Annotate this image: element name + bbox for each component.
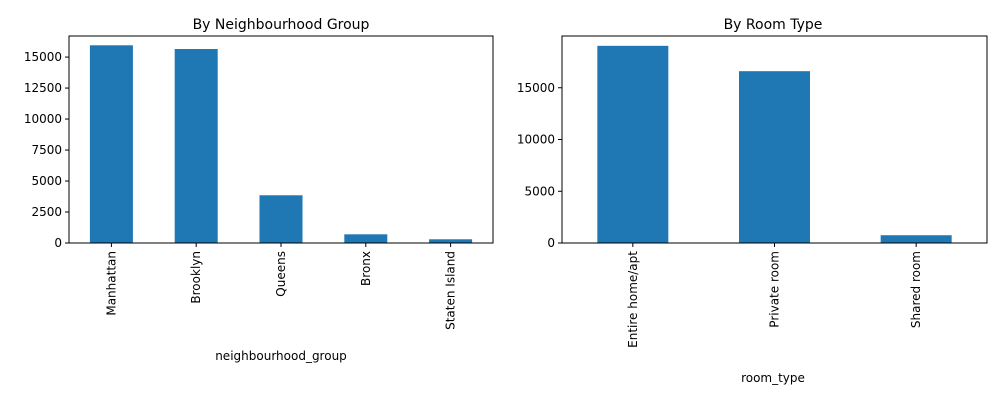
y-tick-label: 0	[54, 236, 62, 250]
y-tick-label: 10000	[517, 133, 555, 147]
y-tick-label: 2500	[31, 205, 62, 219]
x-tick-label: Shared room	[909, 251, 923, 328]
x-tick-label: Staten Island	[444, 251, 458, 330]
y-tick-label: 10000	[24, 112, 62, 126]
x-tick-label: Manhattan	[104, 251, 118, 316]
bar	[89, 45, 133, 244]
x-axis-label: room_type	[741, 371, 805, 385]
bars-group	[89, 45, 473, 244]
y-tick-label: 0	[547, 236, 555, 250]
x-axis-label: neighbourhood_group	[215, 349, 347, 363]
bar	[739, 71, 810, 243]
chart-title: By Room Type	[724, 17, 823, 33]
x-tick-label: Private room	[768, 251, 782, 328]
chart-neighbourhood-group: By Neighbourhood Group 0 2500 5000 7500 1000…	[24, 17, 494, 363]
y-tick-label: 5000	[31, 174, 62, 188]
x-tick-label: Entire home/apt	[626, 251, 640, 348]
y-tick-label: 15000	[24, 50, 62, 64]
chart-title: By Neighbourhood Group	[193, 17, 370, 33]
bar	[880, 235, 952, 243]
x-ticks: Entire home/apt Private room Shared room	[626, 243, 923, 348]
x-tick-label: Queens	[274, 251, 288, 297]
y-ticks: 0 2500 5000 7500 10000 12500 15000	[24, 50, 69, 250]
y-tick-label: 5000	[524, 184, 555, 198]
y-tick-label: 7500	[31, 143, 62, 157]
bar	[429, 239, 473, 243]
y-tick-label: 15000	[517, 81, 555, 95]
bars-group	[597, 45, 952, 243]
x-tick-label: Bronx	[359, 251, 373, 286]
axes-frame	[68, 35, 494, 244]
x-tick-label: Brooklyn	[189, 251, 203, 304]
y-tick-label: 12500	[24, 81, 62, 95]
axes-frame	[561, 35, 988, 244]
bar	[597, 45, 669, 243]
bar	[174, 49, 218, 243]
bar	[259, 195, 303, 243]
y-ticks: 0 5000 10000 15000	[517, 81, 562, 250]
x-ticks: Manhattan Brooklyn Queens Bronx Staten Islan…	[104, 243, 458, 330]
bar	[344, 234, 388, 243]
chart-room-type: By Room Type 0 5000 10000 15000 Entire home…	[517, 17, 988, 385]
